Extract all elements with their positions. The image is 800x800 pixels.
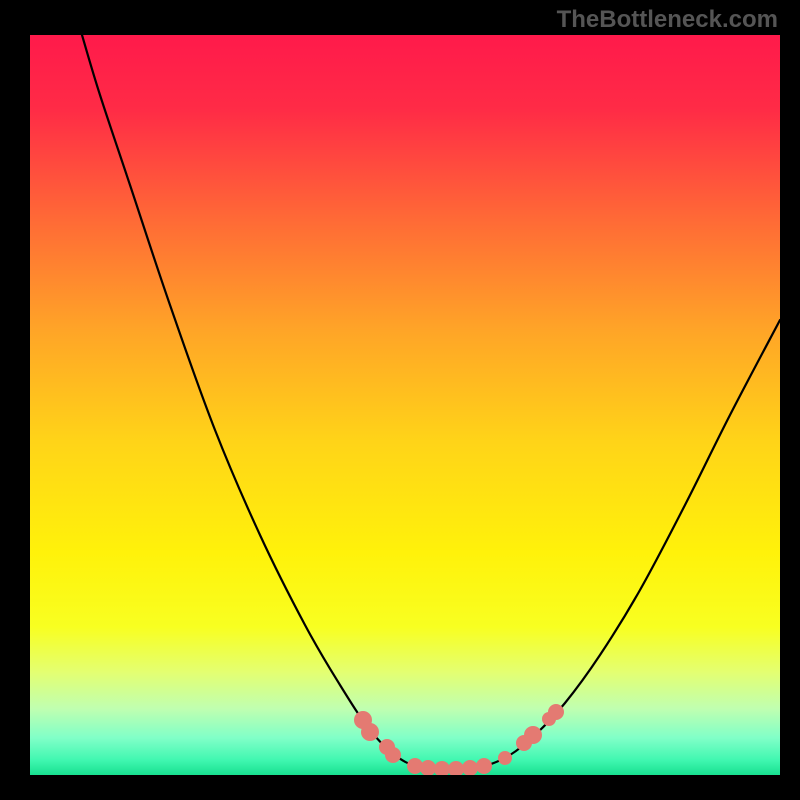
highlight-dot — [462, 760, 478, 775]
chart-frame: TheBottleneck.com — [0, 0, 800, 800]
highlight-dot — [476, 758, 492, 774]
highlight-dot — [385, 747, 401, 763]
chart-svg — [30, 35, 780, 775]
highlight-dot — [498, 751, 512, 765]
highlight-dots-group — [354, 704, 564, 775]
highlight-dot — [361, 723, 379, 741]
highlight-dot — [524, 726, 542, 744]
highlight-dot — [548, 704, 564, 720]
bottleneck-curve — [82, 35, 780, 771]
plot-area — [30, 35, 780, 775]
watermark-label: TheBottleneck.com — [557, 6, 778, 34]
highlight-dot — [448, 761, 464, 775]
highlight-dot — [434, 761, 450, 775]
highlight-dot — [420, 760, 436, 775]
